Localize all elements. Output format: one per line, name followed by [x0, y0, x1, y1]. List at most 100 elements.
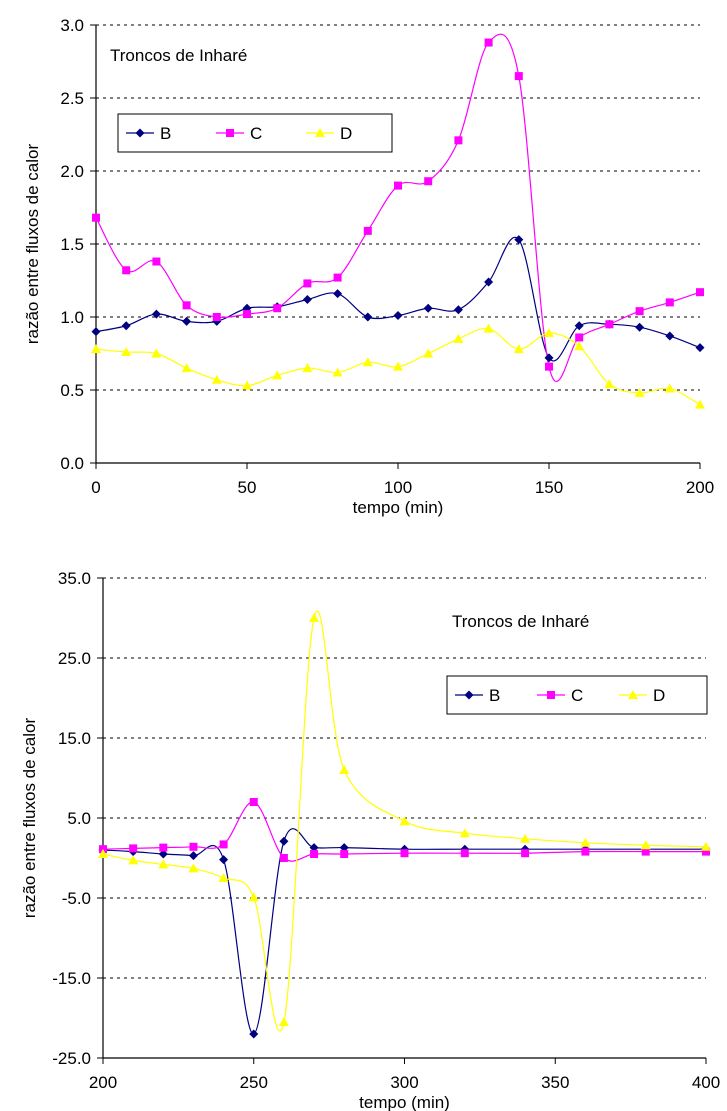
- data-point-C: [183, 301, 191, 309]
- data-point-D: [400, 816, 410, 825]
- data-point-B: [122, 321, 131, 330]
- data-point-B: [182, 317, 191, 326]
- y-tick-label: -25.0: [52, 1049, 91, 1068]
- data-point-C: [213, 313, 221, 321]
- data-point-C: [401, 849, 409, 857]
- legend-label-C: C: [250, 124, 262, 143]
- y-tick-label: 5.0: [67, 809, 91, 828]
- y-tick-label: 3.0: [60, 16, 84, 35]
- data-point-C: [92, 214, 100, 222]
- y-tick-label: 15.0: [58, 729, 91, 748]
- data-point-C: [303, 279, 311, 287]
- x-tick-label: 250: [240, 1073, 268, 1092]
- data-point-B: [696, 343, 705, 352]
- x-tick-label: 0: [91, 478, 100, 497]
- chart-annotation: Troncos de Inharé: [110, 46, 247, 65]
- data-point-C: [575, 333, 583, 341]
- chart-annotation: Troncos de Inharé: [452, 612, 589, 631]
- legend-label-B: B: [160, 124, 171, 143]
- data-point-C: [605, 320, 613, 328]
- x-tick-label: 150: [535, 478, 563, 497]
- y-tick-label: 0.5: [60, 381, 84, 400]
- x-tick-label: 200: [686, 478, 714, 497]
- legend-label-D: D: [653, 686, 665, 705]
- legend: B C D: [447, 676, 707, 714]
- data-point-B: [514, 235, 523, 244]
- legend-marker-C: [547, 691, 555, 699]
- data-point-B: [333, 289, 342, 298]
- data-point-D: [279, 1017, 289, 1026]
- data-point-B: [424, 304, 433, 313]
- data-point-C: [152, 258, 160, 266]
- data-point-C: [515, 72, 523, 80]
- series-line-C: [96, 34, 700, 381]
- legend-label-D: D: [340, 124, 352, 143]
- data-point-C: [666, 298, 674, 306]
- x-axis-title: tempo (min): [359, 1093, 450, 1111]
- data-point-C: [250, 798, 258, 806]
- data-point-C: [334, 274, 342, 282]
- x-tick-label: 200: [89, 1073, 117, 1092]
- data-point-D: [249, 892, 259, 901]
- data-point-C: [485, 39, 493, 47]
- data-point-C: [581, 848, 589, 856]
- x-tick-label: 50: [238, 478, 257, 497]
- y-tick-label: 1.0: [60, 308, 84, 327]
- legend-label-B: B: [489, 686, 500, 705]
- chart-bottom: -25.0 -15.0 -5.0 5.0 15.0 25.0 35.0 200 250 300 35…: [0, 550, 727, 1111]
- data-point-B: [279, 837, 288, 846]
- data-point-C: [424, 177, 432, 185]
- data-point-C: [273, 304, 281, 312]
- data-point-B: [665, 331, 674, 340]
- data-point-C: [696, 288, 704, 296]
- data-point-C: [461, 849, 469, 857]
- data-point-C: [122, 266, 130, 274]
- data-point-B: [454, 305, 463, 314]
- data-point-C: [159, 844, 167, 852]
- x-tick-label: 350: [541, 1073, 569, 1092]
- data-point-D: [302, 363, 312, 372]
- y-tick-label: 25.0: [58, 649, 91, 668]
- y-tick-label: 2.5: [60, 89, 84, 108]
- data-point-C: [280, 854, 288, 862]
- data-point-C: [340, 850, 348, 858]
- data-point-C: [364, 227, 372, 235]
- data-point-C: [394, 182, 402, 190]
- data-point-C: [243, 310, 251, 318]
- data-point-B: [394, 311, 403, 320]
- data-point-B: [303, 295, 312, 304]
- data-point-B: [635, 323, 644, 332]
- y-tick-label: -15.0: [52, 969, 91, 988]
- legend: B C D: [118, 114, 392, 152]
- y-tick-label: 1.5: [60, 235, 84, 254]
- legend-marker-C: [226, 129, 234, 137]
- y-axis-title: razão entre fluxos de calor: [20, 718, 39, 919]
- data-point-D: [339, 765, 349, 774]
- data-point-C: [545, 363, 553, 371]
- data-point-C: [189, 843, 197, 851]
- x-tick-label: 300: [390, 1073, 418, 1092]
- data-point-C: [129, 844, 137, 852]
- data-point-B: [189, 851, 198, 860]
- chart-top: 0.00.51.01.52.02.53.00 50 100 150 200tempo (…: [0, 0, 727, 550]
- legend-label-C: C: [571, 686, 583, 705]
- data-point-D: [453, 334, 463, 343]
- data-point-D: [91, 344, 101, 353]
- data-point-C: [454, 136, 462, 144]
- data-point-B: [219, 855, 228, 864]
- data-point-C: [521, 849, 529, 857]
- data-point-C: [310, 850, 318, 858]
- x-axis-title: tempo (min): [353, 498, 444, 517]
- y-tick-label: 35.0: [58, 569, 91, 588]
- data-point-C: [220, 840, 228, 848]
- data-point-D: [695, 400, 705, 409]
- y-axis-title: razão entre fluxos de calor: [23, 144, 42, 345]
- data-point-B: [363, 313, 372, 322]
- data-point-B: [92, 327, 101, 336]
- x-tick-label: 100: [384, 478, 412, 497]
- data-point-D: [423, 349, 433, 358]
- y-tick-label: 0.0: [60, 454, 84, 473]
- series-line-B: [96, 237, 700, 361]
- data-point-D: [309, 613, 319, 622]
- y-tick-label: -5.0: [62, 889, 91, 908]
